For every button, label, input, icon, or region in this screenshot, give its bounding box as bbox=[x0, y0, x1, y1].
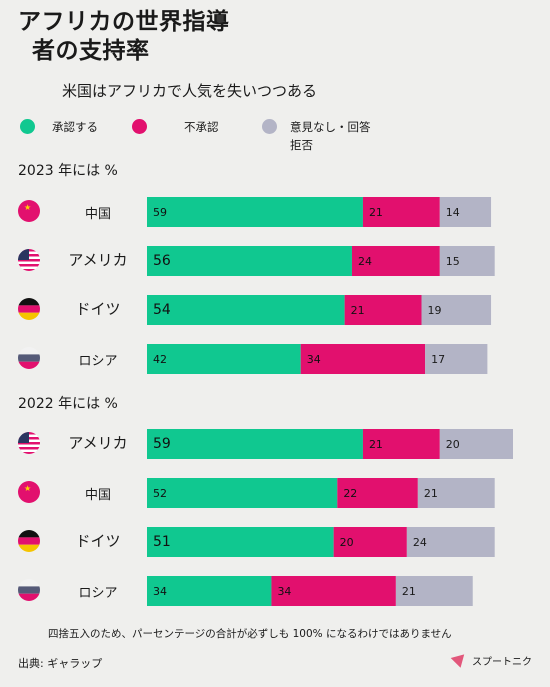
bar-row: ★ 中国 bbox=[0, 197, 550, 227]
russia-flag-icon bbox=[18, 579, 40, 601]
country-label: アメリカ bbox=[68, 251, 128, 269]
bar-row: ★ 中国 bbox=[0, 478, 550, 508]
legend-label-no-opinion-line1: 意見なし・回答 bbox=[290, 120, 371, 134]
legend-swatch-disapprove bbox=[132, 119, 147, 134]
country-label: アメリカ bbox=[68, 434, 128, 452]
usa-flag-icon bbox=[18, 249, 40, 271]
bar-row: ドイツ bbox=[0, 295, 550, 325]
usa-flag-icon bbox=[18, 432, 40, 454]
chart-title-line2: 者の支持率 bbox=[32, 38, 150, 64]
country-label: 中国 bbox=[84, 488, 111, 503]
legend-swatch-no-opinion bbox=[262, 119, 277, 134]
svg-text:★: ★ bbox=[24, 203, 31, 212]
bar-row: ロシア bbox=[0, 576, 550, 606]
brand-name: スプートニク bbox=[472, 657, 532, 668]
country-label: ドイツ bbox=[75, 300, 121, 318]
bar-row: アメリカ bbox=[0, 429, 550, 459]
section-title-2023: 2023 年には % bbox=[18, 163, 118, 179]
country-label: 中国 bbox=[84, 207, 111, 222]
russia-flag-icon bbox=[18, 347, 40, 369]
brand-logo: スプートニク bbox=[450, 653, 532, 670]
legend: 承認する 不承認 意見なし・回答 拒否 bbox=[0, 117, 550, 157]
china-flag-icon: ★ bbox=[18, 200, 40, 222]
bar-row: ドイツ bbox=[0, 527, 550, 557]
footnote: 四捨五入のため、パーセンテージの合計が必ずしも 100% になるわけではありませ… bbox=[48, 628, 452, 640]
legend-label-approve: 承認する bbox=[52, 120, 98, 134]
country-label: ロシア bbox=[78, 586, 118, 601]
bar-row: ロシア bbox=[0, 344, 550, 374]
chart-subtitle: 米国はアフリカで人気を失いつつある bbox=[62, 82, 318, 100]
legend-label-no-opinion: 意見なし・回答 拒否 bbox=[290, 118, 371, 154]
source-credit: 出典: ギャラップ bbox=[18, 657, 103, 670]
chart-title: アフリカの世界指導 者の支持率 bbox=[18, 8, 230, 66]
germany-flag-icon bbox=[18, 530, 40, 552]
legend-label-disapprove: 不承認 bbox=[184, 120, 219, 134]
svg-text:★: ★ bbox=[24, 484, 31, 493]
chart-title-line1: アフリカの世界指導 bbox=[18, 9, 230, 35]
country-label: ロシア bbox=[78, 354, 118, 369]
legend-swatch-approve bbox=[20, 119, 35, 134]
country-label: ドイツ bbox=[75, 532, 121, 550]
bar-row: アメリカ bbox=[0, 246, 550, 276]
section-title-2022: 2022 年には % bbox=[18, 396, 118, 412]
brand-mark-icon bbox=[450, 654, 468, 670]
germany-flag-icon bbox=[18, 298, 40, 320]
legend-label-no-opinion-line2: 拒否 bbox=[290, 138, 313, 152]
china-flag-icon: ★ bbox=[18, 481, 40, 503]
